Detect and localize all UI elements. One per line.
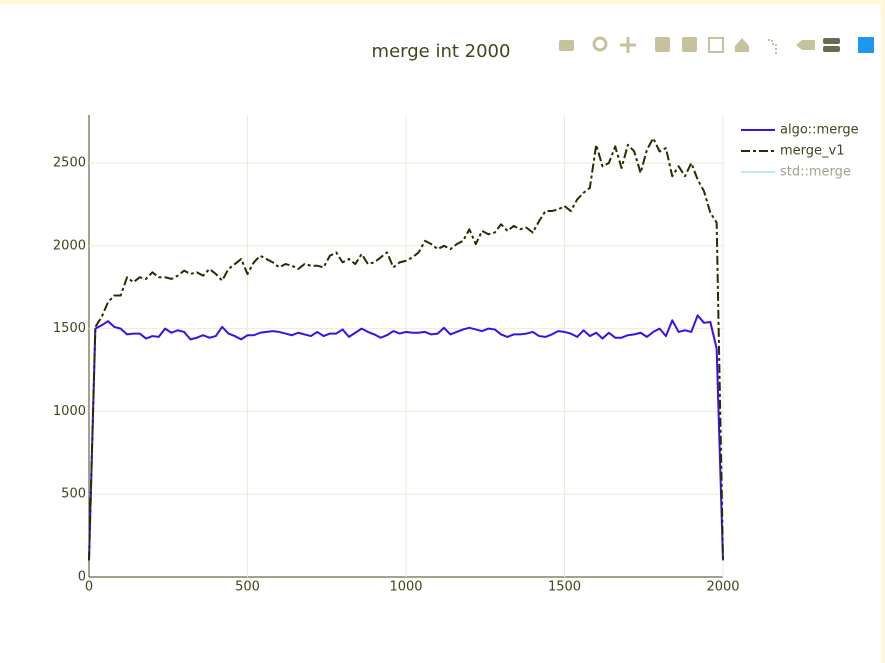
y-tick-label: 2000 [53,238,86,253]
y-tick-label: 1000 [53,404,86,419]
hover-compare-icon[interactable] [823,46,840,52]
x-tick-label: 1000 [389,580,422,595]
x-tick-label: 500 [235,580,260,595]
pan-icon[interactable] [620,37,636,53]
y-tick-label: 0 [78,570,86,585]
x-tick-label: 0 [85,580,93,595]
zoom-icon[interactable] [592,36,608,52]
right-border [881,0,885,663]
reset-icon[interactable] [735,38,749,52]
y-tick-label: 1500 [53,321,86,336]
legend-label: algo::merge [780,123,859,138]
zoom-out-icon[interactable] [682,37,697,52]
x-tick-label: 2000 [706,580,739,595]
zoom-in-icon[interactable] [655,37,670,52]
legend-label: std::merge [780,165,851,180]
autoscale-icon[interactable] [708,37,724,53]
spike-icon[interactable] [768,39,777,54]
legend-label: merge_v1 [780,144,845,159]
y-tick-label: 2500 [53,156,86,171]
hover-compare-icon[interactable] [823,38,840,44]
x-tick-label: 1500 [548,580,581,595]
camera-icon[interactable] [559,40,574,51]
plotly-logo[interactable] [858,37,874,53]
y-tick-label: 500 [61,487,86,502]
top-border [0,0,885,4]
modebar [559,36,874,54]
chart-title: merge int 2000 [372,41,511,62]
series-line [88,137,724,561]
series-line [88,314,724,561]
hover-closest-icon[interactable] [796,40,815,50]
